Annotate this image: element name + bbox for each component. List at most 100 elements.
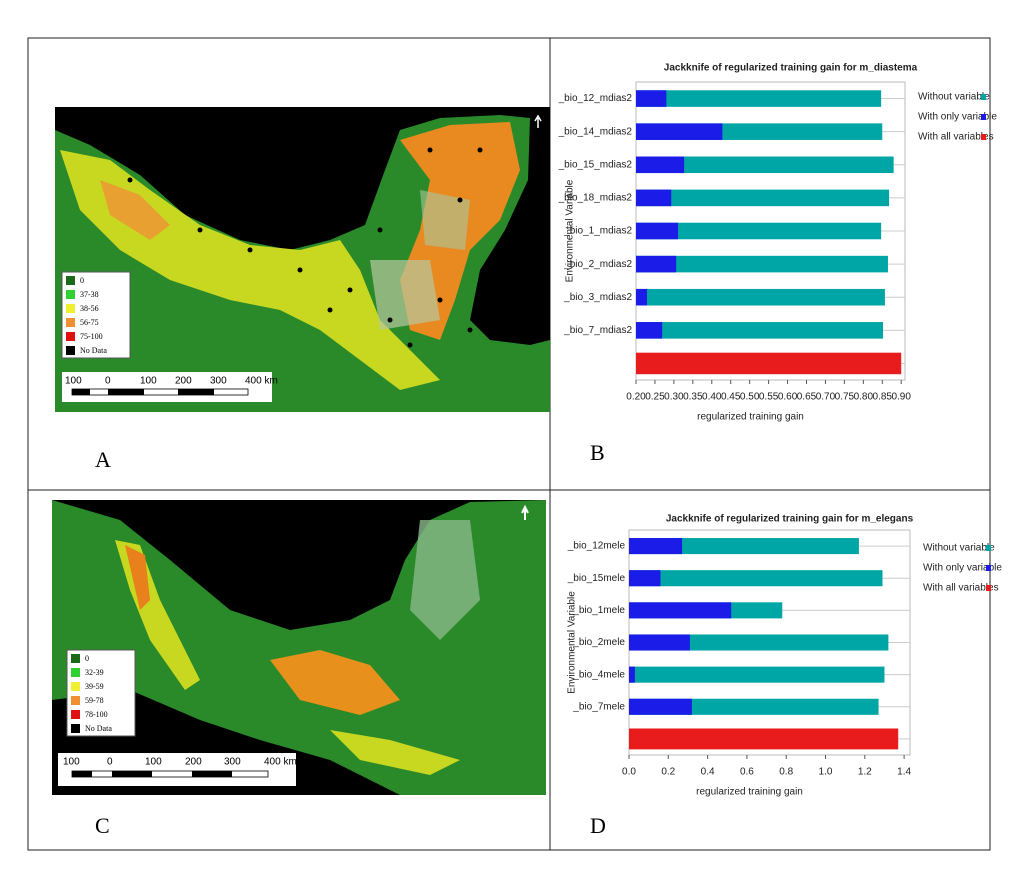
y-tick-label: _bio_14_mdias2 — [558, 126, 633, 137]
x-tick-label: 0.80 — [854, 392, 874, 403]
y-axis-label: Environmental Variable — [565, 179, 576, 282]
map-legend-label: 0 — [85, 654, 89, 663]
x-tick-label: 0.65 — [797, 392, 817, 403]
x-tick-label: 0.75 — [835, 392, 855, 403]
map-a — [55, 107, 550, 412]
y-tick-label: _bio_12mele — [567, 541, 626, 552]
y-tick-label: _bio_7_mdias2 — [563, 325, 632, 336]
x-tick-label: 0.60 — [778, 392, 798, 403]
scale-label: 100 — [140, 376, 157, 387]
legend-label: Without variable — [923, 543, 995, 554]
legend-swatch — [986, 585, 991, 591]
y-tick-label: _bio_3_mdias2 — [563, 292, 632, 303]
bar — [629, 570, 883, 587]
scale-label: 100 — [63, 757, 80, 768]
x-tick-label: 0.0 — [622, 767, 636, 778]
scale-label: 0 — [107, 757, 113, 768]
x-tick-label: 0.40 — [702, 392, 722, 403]
bar — [636, 90, 882, 107]
bar — [636, 222, 882, 240]
bar — [636, 352, 902, 375]
scale-label: 100 — [65, 376, 82, 387]
map-legend-label: 78-100 — [85, 710, 108, 719]
y-tick-label: _bio_2mele — [572, 637, 625, 648]
y-tick-label: _bio_7mele — [572, 701, 625, 712]
bar — [636, 123, 723, 140]
x-tick-label: 0.30 — [664, 392, 684, 403]
y-tick-label: _bio_4mele — [572, 669, 625, 680]
scale-label: 300 — [224, 757, 241, 768]
bar — [636, 288, 647, 306]
panel-label: C — [95, 813, 110, 838]
bar — [629, 666, 635, 683]
map-legend-label: 39-59 — [85, 682, 104, 691]
scale-label: 100 — [145, 757, 162, 768]
frame — [27, 37, 991, 851]
y-tick-label: _bio_18_mdias2 — [558, 193, 633, 204]
y-tick-label: _bio_2_mdias2 — [563, 259, 632, 270]
bar — [636, 189, 672, 207]
chart-title: Jackknife of regularized training gain f… — [666, 514, 914, 525]
x-tick-label: 1.2 — [858, 767, 872, 778]
x-tick-label: 0.6 — [740, 767, 754, 778]
map-legend-label: 56-75 — [80, 318, 99, 327]
legend-swatch — [981, 94, 986, 100]
legend-label: With only variable — [923, 563, 1002, 574]
bar — [636, 222, 679, 240]
y-tick-label: _bio_1_mdias2 — [563, 226, 632, 237]
x-tick-label: 0.35 — [683, 392, 703, 403]
y-tick-label: _bio_1mele — [572, 605, 625, 616]
scale-label: 0 — [105, 376, 111, 387]
bar — [629, 538, 859, 555]
map-legend-label: 59-78 — [85, 696, 104, 705]
legend-label: With all variables — [923, 583, 999, 594]
x-tick-label: 0.8 — [779, 767, 793, 778]
x-tick-label: 1.4 — [897, 767, 911, 778]
bar — [636, 255, 677, 273]
x-tick-label: 0.45 — [721, 392, 741, 403]
bar — [629, 666, 885, 683]
y-tick-label: _bio_15_mdias2 — [558, 159, 633, 170]
bar — [629, 698, 692, 715]
panel-label: A — [95, 447, 111, 472]
x-tick-label: 0.25 — [645, 392, 665, 403]
legend-label: Without variable — [918, 92, 990, 103]
map-legend-label: 0 — [80, 276, 84, 285]
legend-swatch — [981, 134, 986, 140]
bar — [629, 570, 661, 587]
x-tick-label: 0.2 — [661, 767, 675, 778]
y-tick-label: _bio_12_mdias2 — [558, 93, 633, 104]
y-axis-label: Environmental Variable — [567, 591, 578, 694]
scale-label: 400 km — [264, 757, 297, 768]
legend-swatch — [986, 545, 991, 551]
map-c — [52, 500, 546, 795]
panel-label: B — [590, 440, 605, 465]
x-tick-label: 0.85 — [873, 392, 893, 403]
bar — [629, 728, 899, 750]
bar — [636, 90, 667, 107]
map-legend-label: 32-39 — [85, 668, 104, 677]
bar — [636, 189, 890, 207]
bar — [636, 156, 894, 174]
legend-swatch — [986, 565, 991, 571]
map-legend-label: 37-38 — [80, 290, 99, 299]
bar — [636, 255, 888, 273]
legend-label: With all variables — [918, 132, 994, 143]
panel-label: D — [590, 813, 606, 838]
legend-swatch — [981, 114, 986, 120]
bar — [629, 538, 683, 555]
x-tick-label: 0.4 — [701, 767, 715, 778]
scale-label: 400 km — [245, 376, 278, 387]
map-legend-label: 75-100 — [80, 332, 103, 341]
bar — [636, 288, 885, 306]
x-tick-label: 0.50 — [740, 392, 760, 403]
x-axis-label: regularized training gain — [697, 412, 804, 423]
bar — [636, 322, 884, 339]
map-legend-label: No Data — [80, 346, 107, 355]
x-tick-label: 0.20 — [626, 392, 646, 403]
x-tick-label: 0.70 — [816, 392, 836, 403]
map-legend-label: 38-56 — [80, 304, 99, 313]
x-tick-label: 0.90 — [891, 392, 911, 403]
x-axis-label: regularized training gain — [696, 787, 803, 798]
